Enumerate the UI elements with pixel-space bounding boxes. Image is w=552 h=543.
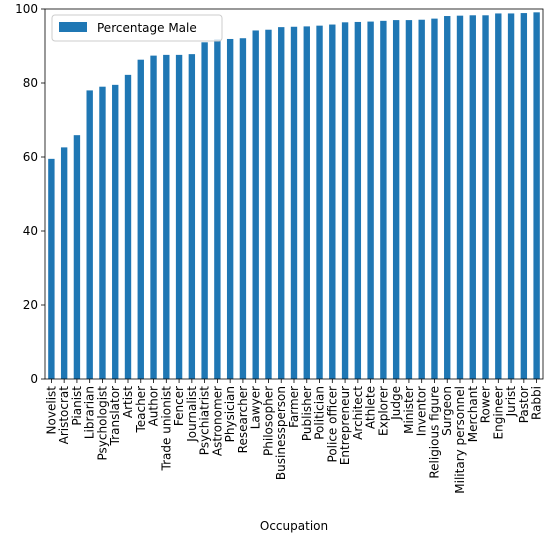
bar-novelist <box>48 158 55 379</box>
x-tick-label: Judge <box>389 386 403 421</box>
bar-aristocrat <box>60 147 68 379</box>
y-tick-label: 20 <box>23 298 38 312</box>
x-tick-label: Psychiatrist <box>198 386 212 455</box>
bar-trade-unionist <box>163 54 170 379</box>
bar-rower <box>482 15 489 379</box>
bar-pianist <box>73 135 81 379</box>
bar-jurist <box>507 13 515 379</box>
x-tick-label: Philosopher <box>261 386 275 456</box>
x-tick-label: Researcher <box>236 386 250 453</box>
x-tick-label: Inventor <box>415 386 429 436</box>
bar-journalist <box>188 54 196 379</box>
bar-inventor <box>418 19 425 379</box>
x-tick-label: Trade unionist <box>159 386 173 472</box>
bar-fencer <box>175 54 183 379</box>
bar-judge <box>392 20 400 379</box>
x-tick-label: Librarian <box>83 386 97 439</box>
bar-police-officer <box>329 24 336 379</box>
plot-frame <box>44 8 544 380</box>
x-tick-label: Athlete <box>364 386 378 429</box>
x-tick-label: Surgeon <box>440 386 454 436</box>
bar-publisher <box>303 26 310 379</box>
bar-physician <box>226 38 234 379</box>
y-tick-label: 40 <box>23 224 38 238</box>
x-tick-label: Physician <box>223 386 237 442</box>
x-tick-label: Rabbi <box>530 386 544 420</box>
y-tick-label: 80 <box>23 76 38 90</box>
y-tick-label: 100 <box>15 2 38 16</box>
x-tick-labels: NovelistAristocratPianistLibrarianPsycho… <box>44 386 543 494</box>
bars-group <box>48 12 540 380</box>
axes-group <box>41 8 544 383</box>
legend: Percentage Male <box>51 14 223 42</box>
y-tick-label: 60 <box>23 150 38 164</box>
x-tick-label: Translator <box>108 386 122 446</box>
bar-teacher <box>137 59 144 379</box>
x-tick-label: Police officer <box>325 386 339 463</box>
bar-politician <box>316 25 323 380</box>
x-tick-label: Pianist <box>70 386 84 426</box>
x-axis-label: Occupation <box>260 519 328 533</box>
x-tick-label: Jurist <box>504 386 518 418</box>
bar-psychiatrist <box>201 42 208 380</box>
y-tick-label: 0 <box>30 372 38 386</box>
x-tick-label: Astronomer <box>210 386 224 456</box>
bar-businessperson <box>278 27 285 379</box>
x-tick-label: Engineer <box>491 386 505 440</box>
x-tick-label: Minister <box>402 386 416 434</box>
bar-artist <box>124 74 132 380</box>
bar-pastor <box>520 13 528 379</box>
bar-architect <box>354 21 362 379</box>
x-tick-label: Pastor <box>517 386 531 423</box>
bar-researcher <box>239 38 247 379</box>
bar-minister <box>405 20 413 379</box>
x-tick-label: Explorer <box>376 386 390 436</box>
x-tick-label: Publisher <box>300 386 314 441</box>
bar-author <box>150 55 157 380</box>
legend-swatch <box>59 22 87 32</box>
x-tick-label: Aristocrat <box>57 386 71 445</box>
x-tick-label: Military personnel <box>453 386 467 494</box>
bar-engineer <box>495 13 502 379</box>
x-tick-label: Psychologist <box>95 386 109 461</box>
x-tick-label: Businessperson <box>274 386 288 480</box>
bar-philosopher <box>265 29 272 379</box>
bar-entrepreneur <box>341 22 349 379</box>
bar-lawyer <box>252 30 259 380</box>
bar-athlete <box>367 21 374 380</box>
x-tick-label: Rower <box>479 386 493 423</box>
x-tick-label: Architect <box>351 386 365 440</box>
bar-military-personnel <box>456 15 464 379</box>
bar-explorer <box>380 20 387 380</box>
bar-religious-figure <box>431 18 438 380</box>
x-tick-label: Merchant <box>466 386 480 443</box>
x-tick-label: Author <box>147 386 161 426</box>
y-tick-labels: 0 20 40 60 80 100 <box>15 2 38 386</box>
bar-farmer <box>290 26 298 379</box>
bar-psychologist <box>99 86 106 379</box>
x-tick-label: Farmer <box>287 386 301 428</box>
x-tick-label: Lawyer <box>249 386 263 429</box>
legend-label: Percentage Male <box>97 21 197 35</box>
x-tick-label: Religious figure <box>427 386 441 479</box>
x-tick-label: Artist <box>121 386 135 418</box>
x-tick-label: Fencer <box>172 386 186 426</box>
bar-translator <box>112 84 119 379</box>
bar-surgeon <box>444 16 451 380</box>
bar-astronomer <box>214 39 221 380</box>
x-tick-label: Journalist <box>185 386 199 443</box>
legend-box <box>51 14 223 42</box>
bar-librarian <box>86 90 93 380</box>
x-tick-label: Novelist <box>44 386 58 435</box>
x-tick-label: Entrepreneur <box>338 386 352 465</box>
x-tick-label: Teacher <box>134 386 148 434</box>
bar-merchant <box>469 15 476 379</box>
x-tick-label: Politician <box>313 386 327 440</box>
bar-rabbi <box>533 12 540 380</box>
